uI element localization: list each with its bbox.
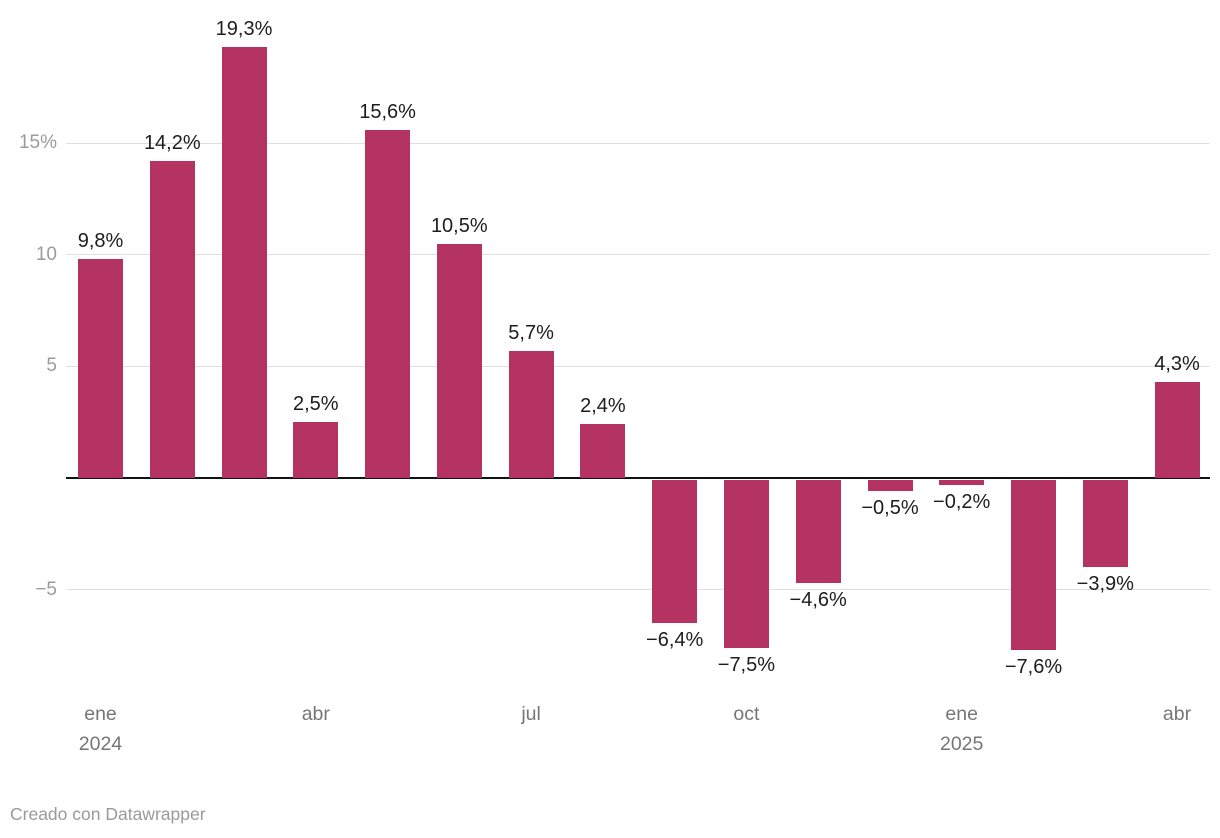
x-axis-zero-line: [66, 477, 1210, 479]
bar[interactable]: [365, 129, 411, 478]
bar[interactable]: [1011, 480, 1056, 650]
bar-value-label: 19,3%: [215, 18, 273, 40]
bar[interactable]: [723, 480, 769, 648]
bar[interactable]: [78, 259, 123, 478]
bar-value-label: −0,2%: [933, 490, 991, 513]
bar-value-label: −7,6%: [1004, 655, 1063, 678]
bar[interactable]: [293, 422, 339, 478]
bar[interactable]: [795, 480, 841, 583]
bar[interactable]: [508, 350, 554, 478]
y-axis-tick-label: 10: [35, 243, 57, 265]
bar-value-label: 14,2%: [143, 131, 201, 154]
y-axis-tick-label: 5: [46, 355, 57, 377]
x-axis-tick-label: jul: [521, 703, 541, 725]
bar[interactable]: [149, 160, 195, 478]
bar-value-label: 2,4%: [580, 395, 626, 418]
bar-value-label: 9,8%: [77, 230, 124, 253]
bar-value-label: 2,5%: [293, 393, 339, 416]
bar-value-label: −4,6%: [789, 588, 847, 611]
bar-value-label: −7,5%: [717, 653, 776, 676]
bar[interactable]: [1154, 382, 1200, 478]
bar-value-label: −0,5%: [861, 497, 919, 520]
x-axis-tick-label: ene 2024: [78, 703, 123, 755]
bar-value-label: −3,9%: [1076, 573, 1134, 596]
y-axis-tick-label: 15%: [18, 132, 57, 154]
datawrapper-credit-link[interactable]: Creado con Datawrapper: [10, 804, 206, 824]
bar-value-label: 4,3%: [1154, 353, 1200, 375]
bar-value-label: 15,6%: [359, 100, 416, 123]
bar-value-label: −6,4%: [646, 628, 704, 651]
y-gridline: [66, 589, 1210, 591]
y-gridline: [66, 142, 1210, 144]
bar[interactable]: [221, 47, 267, 478]
bar-value-label: 10,5%: [430, 214, 488, 237]
bar[interactable]: [1082, 480, 1128, 568]
bar-value-label: 5,7%: [508, 321, 554, 344]
bar[interactable]: [652, 480, 698, 623]
y-gridline: [66, 365, 1210, 367]
bar[interactable]: [436, 243, 482, 478]
bar[interactable]: [580, 424, 626, 478]
x-axis-tick-label: ene 2025: [939, 703, 984, 755]
bar[interactable]: [867, 480, 913, 492]
y-gridline: [66, 254, 1210, 256]
y-axis-tick-label: −5: [35, 578, 57, 600]
bar[interactable]: [939, 480, 985, 485]
x-axis-tick-label: abr: [301, 703, 330, 725]
x-axis-tick-label: abr: [1162, 703, 1192, 725]
x-axis-tick-label: oct: [733, 703, 760, 725]
